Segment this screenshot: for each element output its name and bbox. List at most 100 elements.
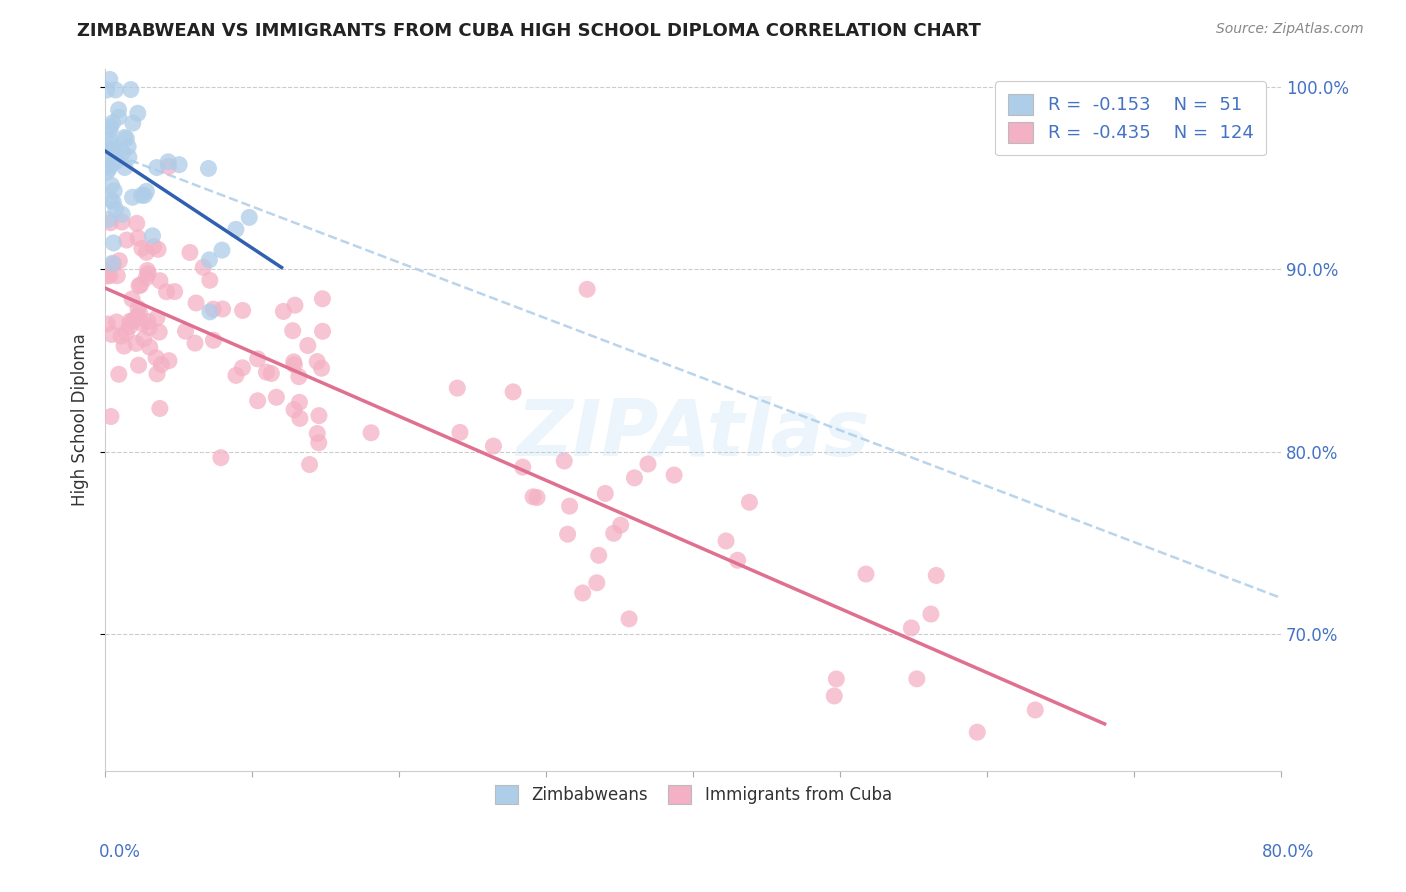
Point (1024, 703, 1046, 717)
Point (101, 143, 124, 157)
Point (105, 268, 128, 283)
Point (100, 327, 122, 342)
Point (308, 435, 330, 450)
Point (100, 409, 122, 424)
Point (209, 450, 232, 465)
Point (231, 360, 253, 375)
Point (127, 301, 149, 316)
Point (107, 110, 129, 124)
Point (966, 725, 988, 739)
Point (150, 358, 173, 372)
Point (307, 426, 329, 441)
Point (120, 82, 142, 96)
Point (97, 159, 120, 173)
Point (283, 402, 305, 417)
Point (311, 292, 333, 306)
Point (202, 333, 225, 347)
Point (557, 527, 579, 541)
Point (107, 368, 129, 382)
Point (146, 161, 169, 175)
Point (100, 137, 122, 152)
Point (920, 607, 942, 621)
Point (135, 270, 157, 285)
Point (98, 122, 121, 136)
Point (900, 621, 922, 635)
Text: 0.0%: 0.0% (98, 843, 141, 861)
Point (111, 215, 134, 229)
Point (131, 317, 153, 331)
Point (576, 282, 599, 296)
Point (121, 292, 143, 306)
Point (246, 393, 269, 408)
Point (193, 260, 215, 275)
Point (602, 526, 624, 541)
Point (125, 216, 148, 230)
Point (617, 612, 640, 626)
Point (100, 193, 122, 207)
Point (100, 157, 122, 171)
Point (146, 310, 169, 325)
Point (145, 351, 167, 365)
Point (526, 491, 548, 505)
Point (96, 83, 118, 97)
Point (179, 245, 201, 260)
Point (308, 409, 330, 423)
Point (112, 339, 135, 353)
Point (115, 131, 138, 145)
Point (146, 367, 169, 381)
Text: ZIPAtlas: ZIPAtlas (516, 396, 870, 472)
Point (148, 325, 170, 339)
Point (98, 72, 121, 87)
Point (157, 160, 180, 174)
Point (273, 304, 295, 318)
Point (609, 518, 631, 533)
Point (138, 320, 160, 334)
Point (311, 324, 333, 338)
Point (146, 243, 169, 257)
Point (110, 329, 132, 343)
Y-axis label: High School Diploma: High School Diploma (72, 334, 89, 507)
Point (167, 158, 190, 172)
Point (522, 490, 544, 504)
Point (118, 319, 141, 334)
Point (128, 306, 150, 320)
Text: Source: ZipAtlas.com: Source: ZipAtlas.com (1216, 22, 1364, 37)
Point (127, 231, 149, 245)
Point (135, 185, 157, 199)
Point (585, 575, 607, 590)
Point (311, 361, 333, 376)
Point (115, 326, 138, 340)
Point (449, 425, 471, 440)
Point (211, 301, 233, 316)
Point (96, 165, 118, 179)
Point (284, 298, 307, 312)
Point (157, 154, 180, 169)
Point (101, 142, 124, 156)
Point (238, 211, 260, 225)
Point (446, 381, 468, 395)
Point (135, 245, 157, 260)
Point (714, 533, 737, 548)
Point (121, 314, 143, 328)
Point (288, 369, 311, 384)
Point (129, 277, 152, 292)
Point (225, 368, 247, 383)
Point (595, 486, 617, 500)
Point (198, 273, 221, 287)
Point (125, 336, 148, 351)
Point (184, 336, 207, 351)
Point (197, 161, 219, 176)
Point (149, 401, 172, 416)
Point (98, 132, 121, 146)
Point (101, 256, 124, 270)
Point (141, 228, 163, 243)
Point (288, 411, 311, 425)
Point (132, 332, 155, 346)
Point (163, 285, 186, 299)
Text: ZIMBABWEAN VS IMMIGRANTS FROM CUBA HIGH SCHOOL DIPLOMA CORRELATION CHART: ZIMBABWEAN VS IMMIGRANTS FROM CUBA HIGH … (77, 22, 981, 40)
Point (121, 116, 143, 130)
Point (662, 468, 685, 483)
Point (104, 202, 127, 217)
Point (117, 139, 139, 153)
Point (254, 365, 277, 379)
